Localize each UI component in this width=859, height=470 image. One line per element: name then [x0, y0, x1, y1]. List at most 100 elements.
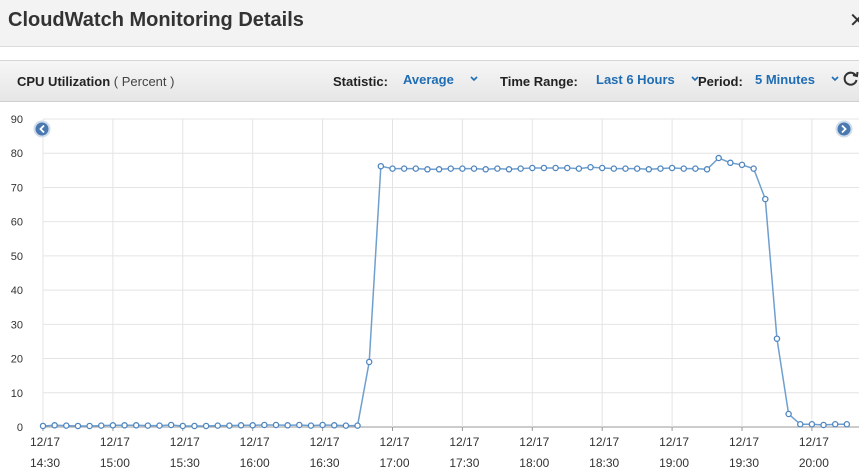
- data-point: [494, 165, 501, 172]
- data-point: [645, 166, 653, 173]
- data-point: [575, 165, 583, 172]
- data-point: [762, 195, 769, 203]
- data-point: [98, 422, 105, 429]
- x-tick-date: 12/17: [170, 435, 200, 449]
- series-line: [42, 157, 847, 427]
- data-point: [237, 422, 245, 429]
- data-point: [132, 422, 140, 429]
- data-point: [587, 164, 594, 171]
- data-point: [435, 166, 443, 173]
- time-range-label: Time Range:: [500, 74, 578, 89]
- data-point: [412, 165, 420, 172]
- x-tick-time: 20:00: [799, 456, 829, 470]
- data-point: [354, 422, 361, 429]
- x-tick-date: 12/17: [30, 435, 60, 449]
- chevron-down-icon[interactable]: [469, 74, 479, 84]
- data-point: [540, 164, 548, 172]
- data-point: [121, 422, 128, 429]
- data-point: [167, 421, 175, 429]
- window-title-bar: CloudWatch Monitoring Details ✕: [0, 0, 859, 47]
- data-point: [668, 164, 676, 172]
- data-point: [284, 422, 291, 429]
- chart-toolbar: CPU Utilization ( Percent ) Statistic: A…: [0, 60, 859, 102]
- data-point: [715, 154, 722, 162]
- y-tick-label: 10: [11, 388, 23, 400]
- data-point: [51, 422, 58, 429]
- data-point: [63, 422, 70, 429]
- data-point: [529, 164, 536, 172]
- data-point: [86, 422, 93, 430]
- time-range-dropdown[interactable]: Last 6 Hours: [596, 72, 675, 87]
- data-point: [330, 422, 338, 429]
- x-tick-time: 17:30: [449, 456, 479, 470]
- data-point: [319, 421, 326, 429]
- chart-series: [39, 154, 851, 430]
- y-tick-label: 60: [11, 217, 23, 229]
- x-tick-time: 18:30: [589, 456, 619, 470]
- data-point: [109, 422, 117, 429]
- metric-name: CPU Utilization ( Percent ): [17, 74, 174, 89]
- data-point: [214, 422, 221, 429]
- statistic-dropdown[interactable]: Average: [403, 72, 454, 87]
- x-tick-time: 18:00: [519, 456, 549, 470]
- data-point: [144, 422, 152, 429]
- data-point: [785, 410, 792, 418]
- x-tick-date: 12/17: [100, 435, 130, 449]
- chevron-left-icon[interactable]: [33, 120, 51, 138]
- data-point: [470, 165, 478, 172]
- data-point: [272, 421, 280, 429]
- x-tick-date: 12/17: [519, 435, 549, 449]
- data-point: [552, 164, 559, 172]
- data-point: [750, 165, 757, 172]
- x-tick-time: 15:30: [170, 456, 200, 470]
- data-point: [377, 162, 385, 170]
- data-point: [703, 166, 711, 173]
- data-point: [598, 164, 606, 172]
- y-tick-label: 80: [11, 148, 23, 160]
- data-point: [459, 165, 466, 172]
- data-point: [389, 165, 396, 172]
- data-point: [249, 422, 256, 429]
- data-point: [505, 166, 513, 173]
- x-tick-date: 12/17: [240, 435, 270, 449]
- data-point: [657, 165, 664, 172]
- data-point: [179, 422, 187, 430]
- data-point: [296, 421, 303, 429]
- x-tick-time: 19:30: [729, 456, 759, 470]
- y-tick-label: 40: [11, 285, 23, 297]
- chevron-down-icon[interactable]: [830, 74, 840, 84]
- metric-name-label: CPU Utilization: [17, 74, 111, 89]
- data-point: [820, 421, 827, 429]
- data-point: [447, 165, 454, 172]
- y-tick-label: 90: [11, 114, 23, 126]
- data-point: [365, 358, 373, 366]
- data-point: [633, 165, 641, 172]
- data-point: [843, 421, 851, 428]
- y-tick-label: 20: [11, 354, 23, 366]
- data-point: [517, 165, 524, 172]
- data-point: [342, 422, 350, 429]
- x-tick-time: 14:30: [30, 456, 60, 470]
- chevron-right-icon[interactable]: [835, 120, 853, 138]
- data-point: [482, 166, 489, 173]
- y-tick-label: 70: [11, 182, 23, 194]
- y-axis-ticks: 0 10 20 30 40 50 60 70 80 90: [11, 114, 23, 434]
- data-point: [622, 165, 629, 172]
- period-dropdown[interactable]: 5 Minutes: [755, 72, 815, 87]
- period-label: Period:: [698, 74, 743, 89]
- data-point: [424, 166, 431, 173]
- data-point: [39, 422, 47, 430]
- chevron-down-icon[interactable]: [690, 74, 700, 84]
- data-point: [727, 159, 734, 167]
- data-point: [191, 422, 198, 430]
- close-icon[interactable]: ✕: [849, 10, 859, 32]
- data-point: [564, 164, 571, 172]
- x-tick-time: 15:00: [100, 456, 130, 470]
- x-tick-time: 17:00: [379, 456, 409, 470]
- data-point: [680, 165, 688, 172]
- x-tick-date: 12/17: [589, 435, 619, 449]
- x-tick-date: 12/17: [659, 435, 689, 449]
- data-point: [261, 421, 268, 429]
- x-tick-time: 16:00: [240, 456, 270, 470]
- refresh-icon[interactable]: [843, 69, 859, 87]
